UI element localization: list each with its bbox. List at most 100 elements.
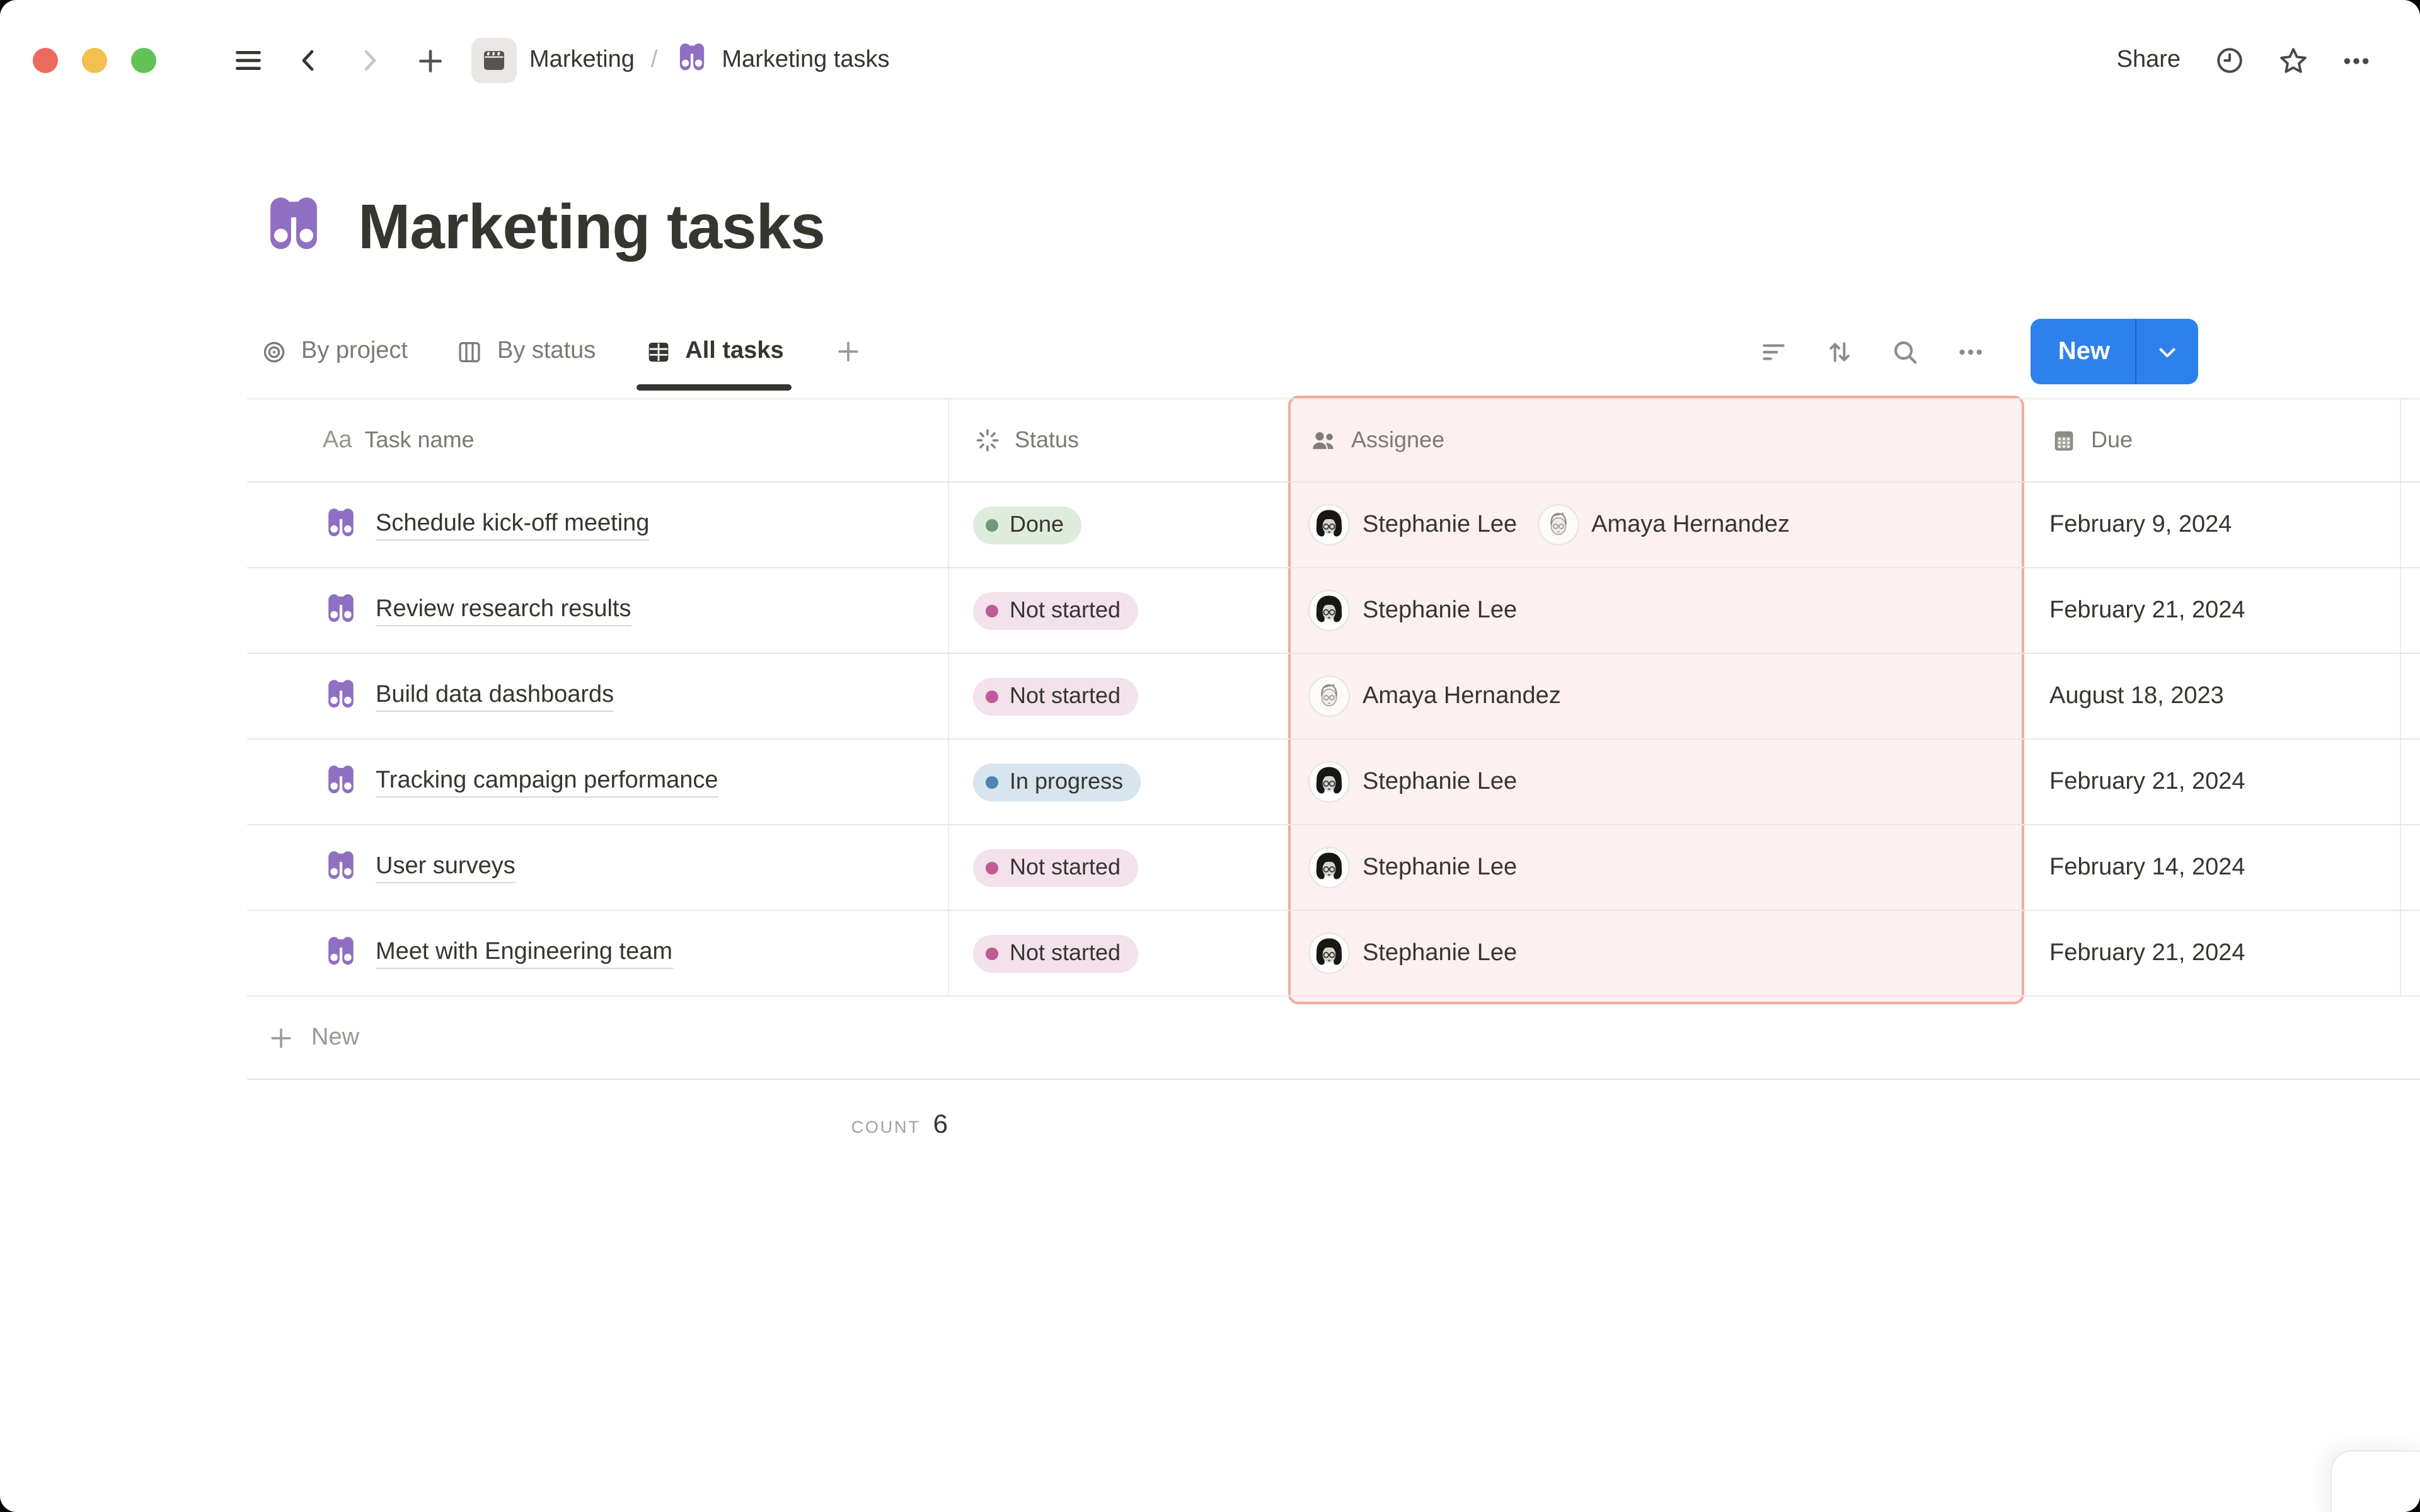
due-date: August 18, 2023 — [2049, 682, 2224, 709]
status-cell[interactable]: In progress — [948, 740, 1288, 824]
status-dot-icon — [986, 947, 998, 959]
back-button[interactable] — [282, 34, 335, 87]
assignee-cell[interactable]: Stephanie Lee — [1288, 568, 2024, 653]
binoculars-icon — [260, 189, 328, 263]
column-divider[interactable] — [2400, 398, 2401, 997]
assignee-cell[interactable]: Stephanie Lee — [1288, 740, 2024, 824]
assignee-cell[interactable]: Stephanie Lee — [1288, 825, 2024, 910]
status-cell[interactable]: Not started — [948, 825, 1288, 910]
status-cell[interactable]: Done — [948, 483, 1288, 567]
plus-icon — [418, 49, 441, 72]
new-button-dropdown[interactable] — [2136, 338, 2198, 365]
due-cell[interactable]: February 14, 2024 — [2024, 825, 2400, 910]
sort-arrows-icon — [1830, 341, 1850, 362]
assignee-chip: Stephanie Lee — [1308, 761, 1517, 803]
column-header-task-name[interactable]: Aa Task name — [247, 399, 948, 481]
add-view-button[interactable] — [822, 325, 875, 378]
status-cell[interactable]: Not started — [948, 911, 1288, 995]
clock-icon — [2217, 48, 2242, 73]
task-title[interactable]: Tracking campaign performance — [376, 767, 718, 797]
column-divider[interactable] — [948, 398, 949, 997]
breadcrumb-item-marketing-tasks[interactable]: Marketing tasks — [674, 39, 890, 82]
tasks-table: Aa Task name Status Assignee Due — [247, 396, 2420, 1140]
new-task-button[interactable]: New — [2030, 319, 2198, 384]
task-title[interactable]: Review research results — [376, 595, 631, 626]
page-title[interactable]: Marketing tasks — [358, 191, 826, 261]
tab-by-status[interactable]: By status — [443, 329, 608, 374]
sidebar-menu-button[interactable] — [222, 34, 275, 87]
status-dot-icon — [986, 604, 998, 617]
filter-icon — [1763, 343, 1785, 360]
status-pill[interactable]: Not started — [973, 849, 1139, 886]
assignee-cell[interactable]: Amaya Hernandez — [1288, 654, 2024, 738]
task-title[interactable]: User surveys — [376, 852, 516, 883]
new-page-button[interactable] — [403, 34, 456, 87]
due-cell[interactable]: February 21, 2024 — [2024, 911, 2400, 995]
table-row: Review research results Not started Step… — [247, 568, 2420, 654]
count-value: 6 — [933, 1110, 948, 1139]
status-pill[interactable]: Not started — [973, 934, 1139, 972]
clapperboard-page-icon — [471, 38, 517, 83]
minimize-window-button[interactable] — [82, 48, 107, 73]
search-view-button[interactable] — [1879, 325, 1932, 378]
people-icon — [1313, 432, 1334, 449]
breadcrumb-separator: / — [650, 47, 658, 73]
tab-by-project[interactable]: By project — [247, 329, 420, 374]
status-cell[interactable]: Not started — [948, 568, 1288, 653]
tab-all-tasks[interactable]: All tasks — [631, 329, 796, 390]
task-cell[interactable]: Tracking campaign performance — [247, 740, 948, 824]
assignee-name: Amaya Hernandez — [1591, 511, 1790, 537]
assignee-chip: Amaya Hernandez — [1308, 675, 1561, 717]
status-label: In progress — [1010, 769, 1124, 794]
breadcrumb-item-marketing[interactable]: Marketing — [471, 38, 635, 83]
tab-label: By project — [301, 338, 408, 364]
assignee-name: Stephanie Lee — [1363, 597, 1518, 623]
updates-button[interactable] — [2203, 34, 2256, 87]
assignee-name: Stephanie Lee — [1363, 939, 1518, 966]
more-options-button[interactable] — [2329, 34, 2382, 87]
new-row-button[interactable]: New — [247, 997, 2420, 1080]
status-pill[interactable]: Not started — [973, 592, 1139, 629]
task-cell[interactable]: Schedule kick-off meeting — [247, 483, 948, 567]
column-header-status[interactable]: Status — [948, 399, 1288, 481]
avatar — [1308, 504, 1350, 546]
assignee-cell[interactable]: Stephanie Lee — [1288, 911, 2024, 995]
status-pill[interactable]: In progress — [973, 763, 1141, 801]
status-label: Not started — [1010, 854, 1121, 879]
sort-button[interactable] — [1814, 325, 1867, 378]
due-cell[interactable]: February 21, 2024 — [2024, 740, 2400, 824]
task-cell[interactable]: Review research results — [247, 568, 948, 653]
close-window-button[interactable] — [33, 48, 58, 73]
avatar — [1308, 761, 1350, 803]
avatar — [1537, 504, 1579, 546]
breadcrumb-label: Marketing tasks — [722, 47, 890, 73]
breadcrumb: Marketing / Marketing tasks — [471, 38, 890, 83]
due-cell[interactable]: August 18, 2023 — [2024, 654, 2400, 738]
assignee-cell[interactable]: Stephanie Lee Amaya Hernandez — [1288, 483, 2024, 567]
forward-button[interactable] — [343, 34, 396, 87]
zoom-window-button[interactable] — [131, 48, 156, 73]
status-pill[interactable]: Done — [973, 506, 1082, 544]
assignee-column-highlight — [1288, 396, 2024, 1004]
chevron-right-icon — [364, 50, 376, 71]
task-cell[interactable]: Meet with Engineering team — [247, 911, 948, 995]
task-title[interactable]: Meet with Engineering team — [376, 938, 673, 968]
favorite-button[interactable] — [2266, 34, 2319, 87]
share-button[interactable]: Share — [2116, 47, 2181, 73]
task-title[interactable]: Schedule kick-off meeting — [376, 510, 650, 540]
plus-icon — [838, 341, 858, 362]
star-icon — [2279, 47, 2306, 72]
task-cell[interactable]: Build data dashboards — [247, 654, 948, 738]
task-cell[interactable]: User surveys — [247, 825, 948, 910]
view-options-button[interactable] — [1945, 325, 1998, 378]
column-header-assignee[interactable]: Assignee — [1288, 399, 2024, 481]
status-pill[interactable]: Not started — [973, 677, 1139, 715]
due-cell[interactable]: February 9, 2024 — [2024, 483, 2400, 567]
due-cell[interactable]: February 21, 2024 — [2024, 568, 2400, 653]
status-cell[interactable]: Not started — [948, 654, 1288, 738]
due-date: February 21, 2024 — [2049, 597, 2245, 623]
task-title[interactable]: Build data dashboards — [376, 681, 614, 711]
column-header-due[interactable]: Due — [2024, 399, 2400, 481]
filter-button[interactable] — [1748, 325, 1801, 378]
count-row[interactable]: COUNT 6 — [247, 1080, 953, 1140]
